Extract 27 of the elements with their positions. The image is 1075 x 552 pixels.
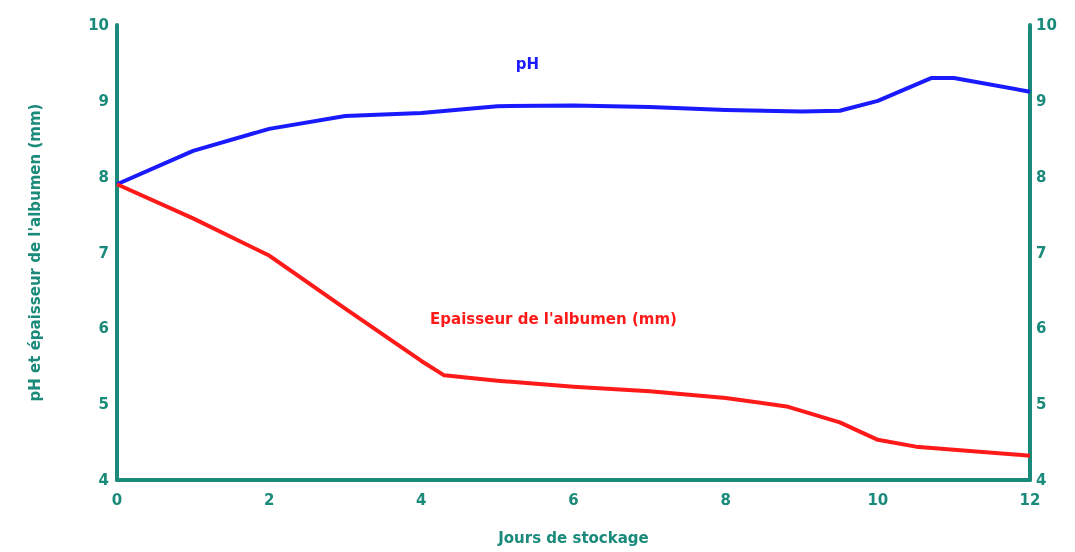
x-tick-label: 2 — [263, 490, 275, 509]
line-series — [115, 76, 1032, 187]
y2-tick-label: 10 — [1036, 16, 1057, 34]
y-tick-label: 6 — [98, 319, 109, 338]
y-tick-label: 5 — [98, 395, 109, 414]
y-tick-label: 10 — [88, 16, 109, 34]
y2-tick-label: 6 — [1036, 319, 1047, 338]
line-series — [115, 182, 1032, 458]
x-tick-label: 8 — [720, 490, 731, 509]
text: Epaisseur de l'albumen (mm) — [430, 310, 677, 329]
y2-tick-label: 7 — [1036, 243, 1047, 262]
x-tick-label: 0 — [111, 490, 123, 509]
y-axis-title: pH et épaisseur de l'albumen (mm) — [25, 103, 44, 402]
x-tick-label: 6 — [568, 490, 579, 509]
y-tick-label: 7 — [98, 243, 109, 262]
text: pH — [515, 54, 540, 73]
y-tick-label: 4 — [98, 471, 109, 489]
y2-tick-label: 4 — [1036, 471, 1047, 489]
y-tick-label: 8 — [98, 167, 109, 186]
y2-tick-label: 9 — [1036, 91, 1047, 110]
x-tick-label: 10 — [867, 490, 889, 509]
x-axis-title: Jours de stockage — [497, 528, 649, 547]
x-tick-label: 4 — [416, 490, 427, 509]
y2-tick-label: 5 — [1036, 395, 1047, 414]
x-tick-label: 12 — [1019, 490, 1041, 509]
y-tick-label: 9 — [98, 91, 109, 110]
y2-tick-label: 8 — [1036, 167, 1047, 186]
